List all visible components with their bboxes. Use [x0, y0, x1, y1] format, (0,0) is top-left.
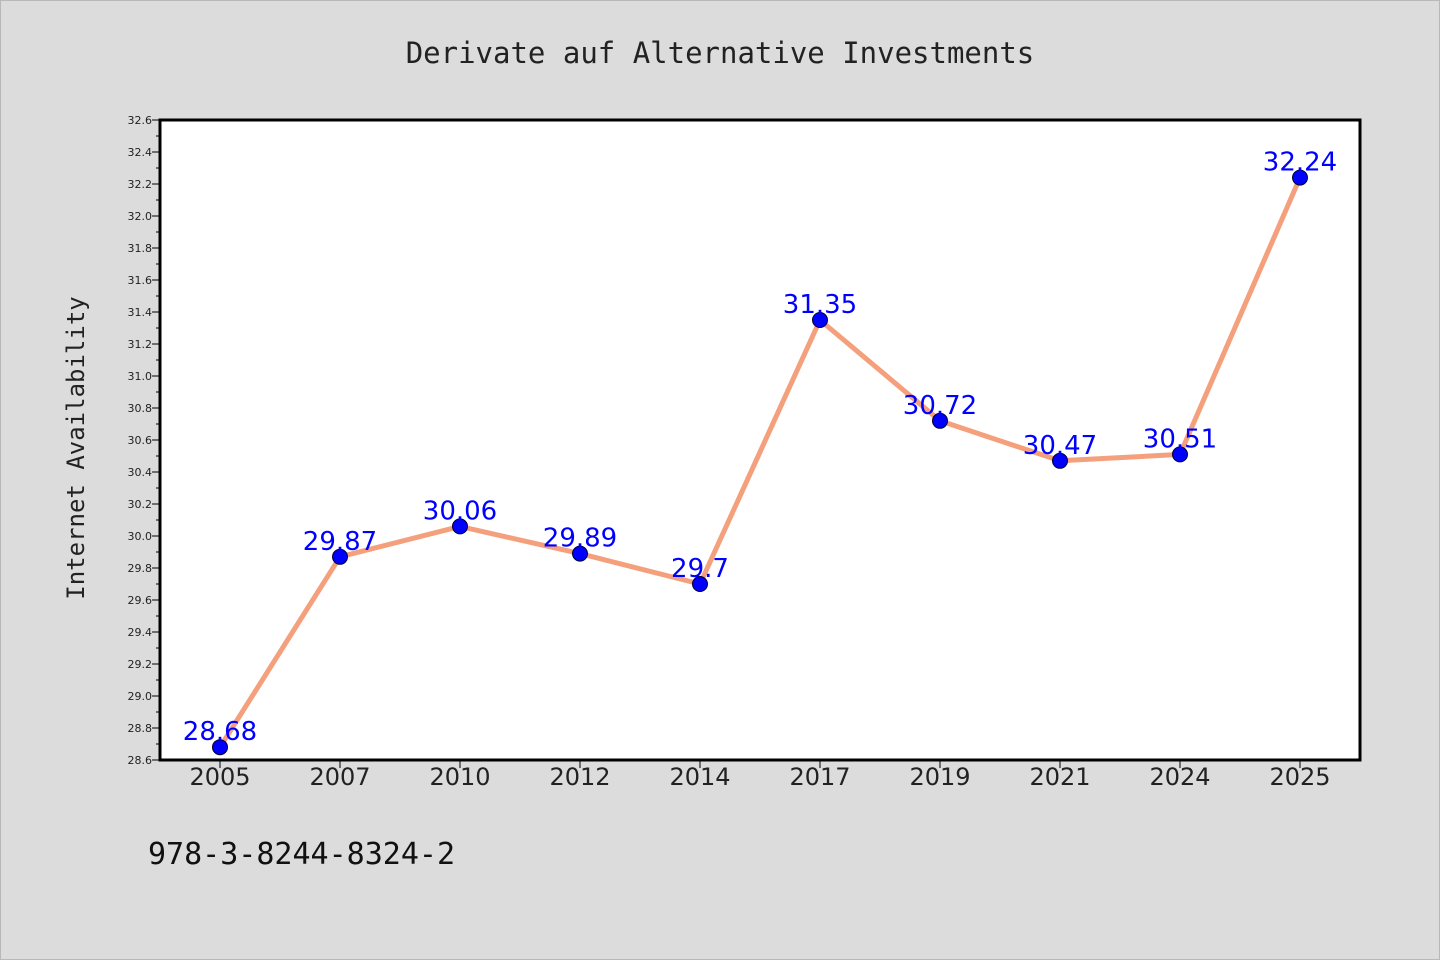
y-tick-label: 28.6 [128, 754, 153, 767]
isbn-footer: 978-3-8244-8324-2 [148, 837, 455, 872]
data-label: 30.06 [423, 496, 497, 526]
data-label: 29.87 [303, 527, 377, 557]
y-tick-label: 29.8 [128, 562, 153, 575]
data-point [212, 739, 228, 756]
x-tick-label: 2017 [789, 763, 850, 791]
x-tick-label: 2021 [1029, 763, 1090, 791]
y-tick-label: 29.2 [128, 658, 153, 671]
data-point [452, 518, 468, 535]
data-label: 29.7 [671, 554, 729, 584]
data-point [1052, 452, 1068, 469]
y-tick-label: 32.2 [128, 178, 153, 191]
x-tick-label: 2005 [189, 763, 250, 791]
y-tick-label: 29.0 [128, 690, 153, 703]
data-point [812, 312, 828, 328]
y-tick-label: 30.6 [128, 434, 153, 447]
y-tick-label: 31.4 [128, 306, 153, 319]
y-tick-label: 32.4 [128, 146, 153, 159]
data-label: 30.47 [1023, 431, 1097, 461]
data-point [932, 412, 948, 429]
data-label: 31.35 [783, 290, 857, 320]
y-tick-label: 30.4 [128, 466, 153, 479]
data-label: 30.51 [1143, 424, 1217, 454]
y-tick-label: 30.8 [128, 402, 153, 415]
y-tick-label: 30.0 [128, 530, 153, 543]
data-point [1292, 169, 1308, 186]
x-tick-label: 2025 [1269, 763, 1330, 791]
x-tick-label: 2014 [669, 763, 730, 791]
x-tick-label: 2007 [309, 763, 370, 791]
y-tick-label: 32.0 [128, 210, 153, 223]
y-tick-label: 28.8 [128, 722, 153, 735]
data-labels: 28.68 29.87 30.06 29.89 29.7 31.35 30.72 30.47 3… [183, 148, 1337, 748]
x-tick-label: 2019 [909, 763, 970, 791]
series-layer [212, 169, 1308, 756]
x-tick-label: 2012 [549, 763, 610, 791]
data-point [1172, 446, 1188, 463]
series-line [217, 175, 1303, 750]
data-point [332, 548, 348, 565]
y-axis-label: Internet Availability [62, 296, 90, 599]
y-tick-label: 29.4 [128, 626, 153, 639]
y-tick-label: 31.8 [128, 242, 153, 255]
data-point [572, 545, 588, 562]
x-tick-label: 2010 [429, 763, 490, 791]
x-axis: 2005 2007 2010 2012 2014 2017 2019 2021 2024 2025 [189, 760, 1331, 791]
y-tick-label: 29.6 [128, 594, 153, 607]
data-label: 32.24 [1263, 148, 1337, 178]
y-tick-label: 30.2 [128, 498, 153, 511]
chart-title: Derivate auf Alternative Investments [406, 36, 1035, 70]
data-label: 30.72 [903, 391, 977, 421]
data-label: 28.68 [183, 717, 257, 747]
y-tick-label: 31.2 [128, 338, 153, 351]
data-point [692, 576, 708, 592]
y-tick-label: 32.6 [128, 114, 153, 127]
y-tick-label: 31.0 [128, 370, 153, 383]
x-tick-label: 2024 [1149, 763, 1210, 791]
data-label: 29.89 [543, 524, 617, 554]
y-tick-label: 31.6 [128, 274, 153, 287]
plot-area [158, 118, 1362, 762]
y-axis: 28.6 28.8 29.0 29.2 29.4 29.6 29.8 30.0 30.2 30.4… [128, 114, 160, 767]
